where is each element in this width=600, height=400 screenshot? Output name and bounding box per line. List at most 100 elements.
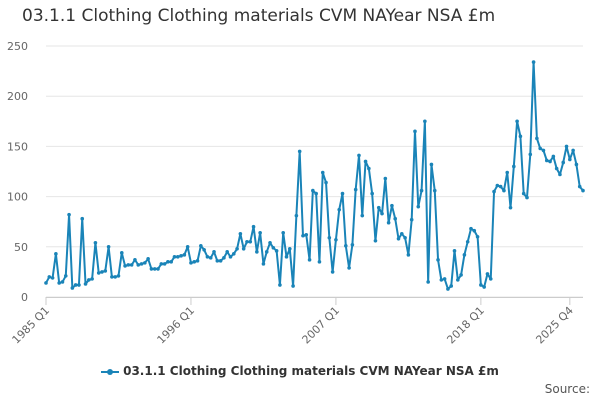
data-point[interactable] bbox=[50, 276, 55, 280]
data-point[interactable] bbox=[73, 283, 78, 287]
data-point[interactable] bbox=[386, 220, 391, 225]
data-point[interactable] bbox=[406, 253, 411, 257]
data-point[interactable] bbox=[515, 119, 519, 124]
data-point[interactable] bbox=[47, 275, 52, 279]
data-point[interactable] bbox=[370, 191, 374, 196]
data-point[interactable] bbox=[373, 238, 378, 243]
data-point[interactable] bbox=[57, 281, 61, 285]
data-point[interactable] bbox=[482, 285, 486, 289]
data-point[interactable] bbox=[363, 159, 368, 164]
data-point[interactable] bbox=[218, 259, 223, 263]
data-point[interactable] bbox=[416, 204, 421, 209]
data-point[interactable] bbox=[452, 249, 457, 253]
data-point[interactable] bbox=[340, 191, 345, 196]
data-point[interactable] bbox=[215, 259, 220, 263]
data-point[interactable] bbox=[465, 239, 470, 244]
data-point[interactable] bbox=[544, 158, 549, 163]
data-point[interactable] bbox=[538, 146, 542, 151]
data-point[interactable] bbox=[119, 251, 124, 255]
data-point[interactable] bbox=[143, 261, 147, 265]
data-point[interactable] bbox=[541, 148, 546, 153]
data-point[interactable] bbox=[551, 154, 556, 159]
data-point[interactable] bbox=[307, 258, 312, 262]
data-point[interactable] bbox=[222, 256, 226, 260]
data-point[interactable] bbox=[106, 245, 111, 249]
data-point[interactable] bbox=[100, 270, 104, 274]
data-point[interactable] bbox=[261, 262, 266, 266]
data-point[interactable] bbox=[446, 287, 450, 291]
data-point[interactable] bbox=[126, 263, 131, 267]
data-point[interactable] bbox=[63, 274, 68, 278]
data-point[interactable] bbox=[554, 166, 559, 171]
data-point[interactable] bbox=[231, 252, 236, 256]
data-point[interactable] bbox=[498, 184, 503, 189]
data-point[interactable] bbox=[311, 188, 315, 193]
data-point[interactable] bbox=[185, 245, 190, 249]
data-point[interactable] bbox=[347, 266, 351, 270]
data-point[interactable] bbox=[238, 231, 243, 236]
data-point[interactable] bbox=[166, 260, 170, 264]
data-point[interactable] bbox=[172, 255, 177, 259]
data-point[interactable] bbox=[133, 258, 137, 262]
data-point[interactable] bbox=[87, 278, 91, 282]
data-point[interactable] bbox=[492, 189, 496, 194]
data-point[interactable] bbox=[281, 230, 286, 235]
data-point[interactable] bbox=[561, 160, 566, 165]
data-point[interactable] bbox=[291, 284, 295, 288]
data-point[interactable] bbox=[367, 166, 371, 171]
data-point[interactable] bbox=[442, 277, 447, 281]
data-point[interactable] bbox=[278, 283, 282, 287]
data-point[interactable] bbox=[284, 255, 289, 259]
data-point[interactable] bbox=[304, 232, 309, 237]
data-point[interactable] bbox=[383, 176, 388, 181]
data-point[interactable] bbox=[77, 283, 81, 287]
data-point[interactable] bbox=[156, 267, 160, 271]
data-point[interactable] bbox=[175, 255, 180, 259]
data-point[interactable] bbox=[568, 157, 572, 162]
data-point[interactable] bbox=[426, 280, 430, 284]
data-point[interactable] bbox=[60, 280, 65, 284]
data-point[interactable] bbox=[502, 188, 506, 193]
data-point[interactable] bbox=[512, 164, 516, 169]
data-point[interactable] bbox=[192, 260, 197, 264]
data-point[interactable] bbox=[485, 272, 490, 276]
data-point[interactable] bbox=[182, 253, 187, 257]
data-point[interactable] bbox=[472, 228, 477, 233]
data-point[interactable] bbox=[571, 148, 575, 153]
data-point[interactable] bbox=[44, 281, 48, 285]
data-point[interactable] bbox=[83, 282, 88, 286]
data-point[interactable] bbox=[456, 278, 460, 282]
data-point[interactable] bbox=[343, 243, 348, 248]
data-point[interactable] bbox=[314, 191, 318, 196]
data-point[interactable] bbox=[449, 284, 454, 288]
data-point[interactable] bbox=[287, 247, 292, 251]
data-point[interactable] bbox=[317, 260, 322, 264]
data-point[interactable] bbox=[136, 263, 141, 267]
data-point[interactable] bbox=[205, 255, 210, 259]
data-point[interactable] bbox=[459, 273, 463, 277]
data-point[interactable] bbox=[581, 188, 585, 193]
data-point[interactable] bbox=[548, 159, 552, 164]
data-point[interactable] bbox=[525, 195, 529, 200]
data-point[interactable] bbox=[505, 170, 510, 175]
data-point[interactable] bbox=[149, 267, 154, 271]
data-point[interactable] bbox=[255, 250, 259, 254]
data-point[interactable] bbox=[479, 283, 483, 287]
data-point[interactable] bbox=[264, 250, 269, 254]
data-point[interactable] bbox=[159, 262, 164, 266]
data-point[interactable] bbox=[294, 213, 299, 218]
data-point[interactable] bbox=[330, 270, 335, 274]
data-point[interactable] bbox=[462, 253, 467, 257]
data-point[interactable] bbox=[535, 136, 539, 141]
data-point[interactable] bbox=[113, 275, 117, 279]
data-point[interactable] bbox=[528, 152, 533, 157]
data-point[interactable] bbox=[334, 237, 338, 242]
data-point[interactable] bbox=[360, 213, 365, 218]
data-point[interactable] bbox=[54, 252, 58, 256]
data-point[interactable] bbox=[488, 277, 493, 281]
data-point[interactable] bbox=[93, 240, 98, 245]
data-point[interactable] bbox=[245, 239, 249, 244]
legend[interactable]: 03.1.1 Clothing Clothing materials CVM N… bbox=[0, 364, 600, 378]
data-point[interactable] bbox=[228, 255, 233, 259]
data-point[interactable] bbox=[413, 129, 417, 134]
